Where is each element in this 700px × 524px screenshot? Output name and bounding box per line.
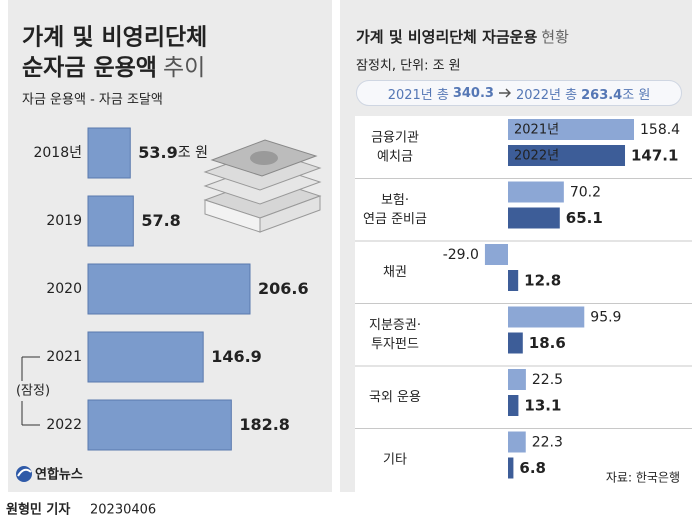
value-label: 65.1: [566, 209, 603, 227]
value-label-number: 53.9: [138, 143, 177, 162]
value-label: 22.5: [532, 372, 563, 388]
y-tick-label: 2019: [46, 213, 82, 229]
summary-arrow: [498, 88, 511, 98]
value-label: 53.9조 원: [138, 143, 208, 162]
value-label: 70.2: [570, 185, 601, 201]
category-label: 예치금: [377, 149, 413, 164]
value-label-number: 146.9: [211, 347, 262, 366]
bar: [508, 207, 560, 229]
right-title-text: 가계 및 비영리단체 자금운용: [356, 28, 537, 46]
value-label: 146.9: [211, 347, 262, 366]
value-label-number: 57.8: [141, 211, 180, 230]
category-label: 투자펀드: [371, 337, 419, 352]
value-label: 158.4: [640, 122, 680, 138]
right-subtitle: 잠정치, 단위: 조 원: [356, 59, 461, 74]
value-label: 13.1: [524, 397, 561, 415]
legend-label: 2021년: [514, 123, 559, 138]
summary-from-label: 2021년 총: [387, 87, 449, 103]
legend-label: 2022년: [514, 149, 559, 164]
bar: [508, 369, 526, 390]
y-tick-label: 2021: [46, 349, 82, 365]
bar: [508, 306, 585, 328]
bar: [508, 145, 626, 166]
money-illustration: [203, 139, 322, 233]
value-label: 182.8: [239, 415, 290, 434]
bar: [508, 395, 519, 416]
value-label-number: 182.8: [239, 415, 290, 434]
bar: [508, 431, 526, 453]
value-label: 6.8: [519, 459, 546, 477]
bar: [508, 270, 519, 291]
summary-to-label: 2022년 총: [515, 87, 578, 103]
logo-text: 연합뉴스: [35, 467, 83, 483]
left-subtitle: 자금 운용액 - 자금 조달액: [22, 93, 163, 108]
bar: [508, 332, 523, 354]
category-label: 연금 준비금: [363, 212, 427, 227]
bar: [484, 244, 508, 265]
left-title-suffix: 추이: [163, 55, 205, 81]
value-label-number: 206.6: [258, 279, 309, 298]
bar: [508, 181, 564, 203]
category-label: 지분증권·: [369, 318, 421, 333]
summary-unit: 조 원: [622, 87, 651, 103]
summary-banner: 2021년 총 340.3 2022년 총 263.4조 원: [356, 80, 682, 106]
right-title-suffix: 현황: [541, 28, 569, 46]
source: 자료: 한국은행: [606, 470, 680, 485]
byline-date: 20230406: [90, 503, 156, 518]
left-title-text: 순자금 운용액: [22, 55, 157, 81]
category-label: 국외 운용: [369, 390, 421, 405]
category-label: 금융기관: [371, 130, 419, 145]
annotation: (잠정): [16, 384, 50, 399]
provisional-bracket: [21, 356, 40, 426]
value-label: 147.1: [631, 147, 678, 165]
logo-icon: [16, 466, 32, 482]
y-tick-label: 2022: [46, 417, 82, 433]
value-label: 206.6: [258, 279, 309, 298]
bar: [508, 457, 514, 479]
bar: [508, 119, 634, 140]
value-label-unit: 조 원: [178, 145, 208, 161]
left-title-line: 순자금 운용액 추이: [22, 55, 205, 81]
byline-reporter: 원형민 기자: [6, 502, 70, 518]
summary-from-value: 340.3: [452, 85, 494, 101]
value-label: 12.8: [524, 272, 561, 290]
category-label: 보험·: [381, 193, 409, 208]
y-tick-label: 2018년: [33, 145, 82, 161]
y-tick-label: 2020: [46, 281, 82, 297]
value-label: 22.3: [532, 435, 563, 451]
summary-to-value: 263.4: [581, 87, 623, 103]
value-label: -29.0: [443, 247, 479, 263]
right-title: 가계 및 비영리단체 자금운용 현황: [356, 28, 569, 46]
value-label: 57.8: [141, 211, 180, 230]
value-label: 18.6: [529, 334, 566, 352]
bar: [87, 195, 134, 247]
value-label: 95.9: [590, 310, 621, 326]
bar: [87, 263, 251, 315]
bar: [87, 399, 232, 451]
bar: [87, 127, 131, 179]
category-label: 기타: [383, 452, 407, 467]
category-label: 채권: [383, 265, 407, 280]
left-title-line: 가계 및 비영리단체: [22, 25, 207, 51]
bar: [87, 331, 204, 383]
